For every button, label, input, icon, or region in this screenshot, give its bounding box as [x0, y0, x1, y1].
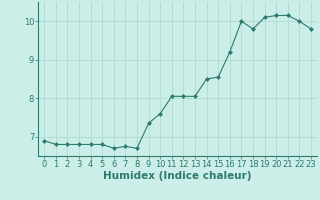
X-axis label: Humidex (Indice chaleur): Humidex (Indice chaleur)	[103, 171, 252, 181]
